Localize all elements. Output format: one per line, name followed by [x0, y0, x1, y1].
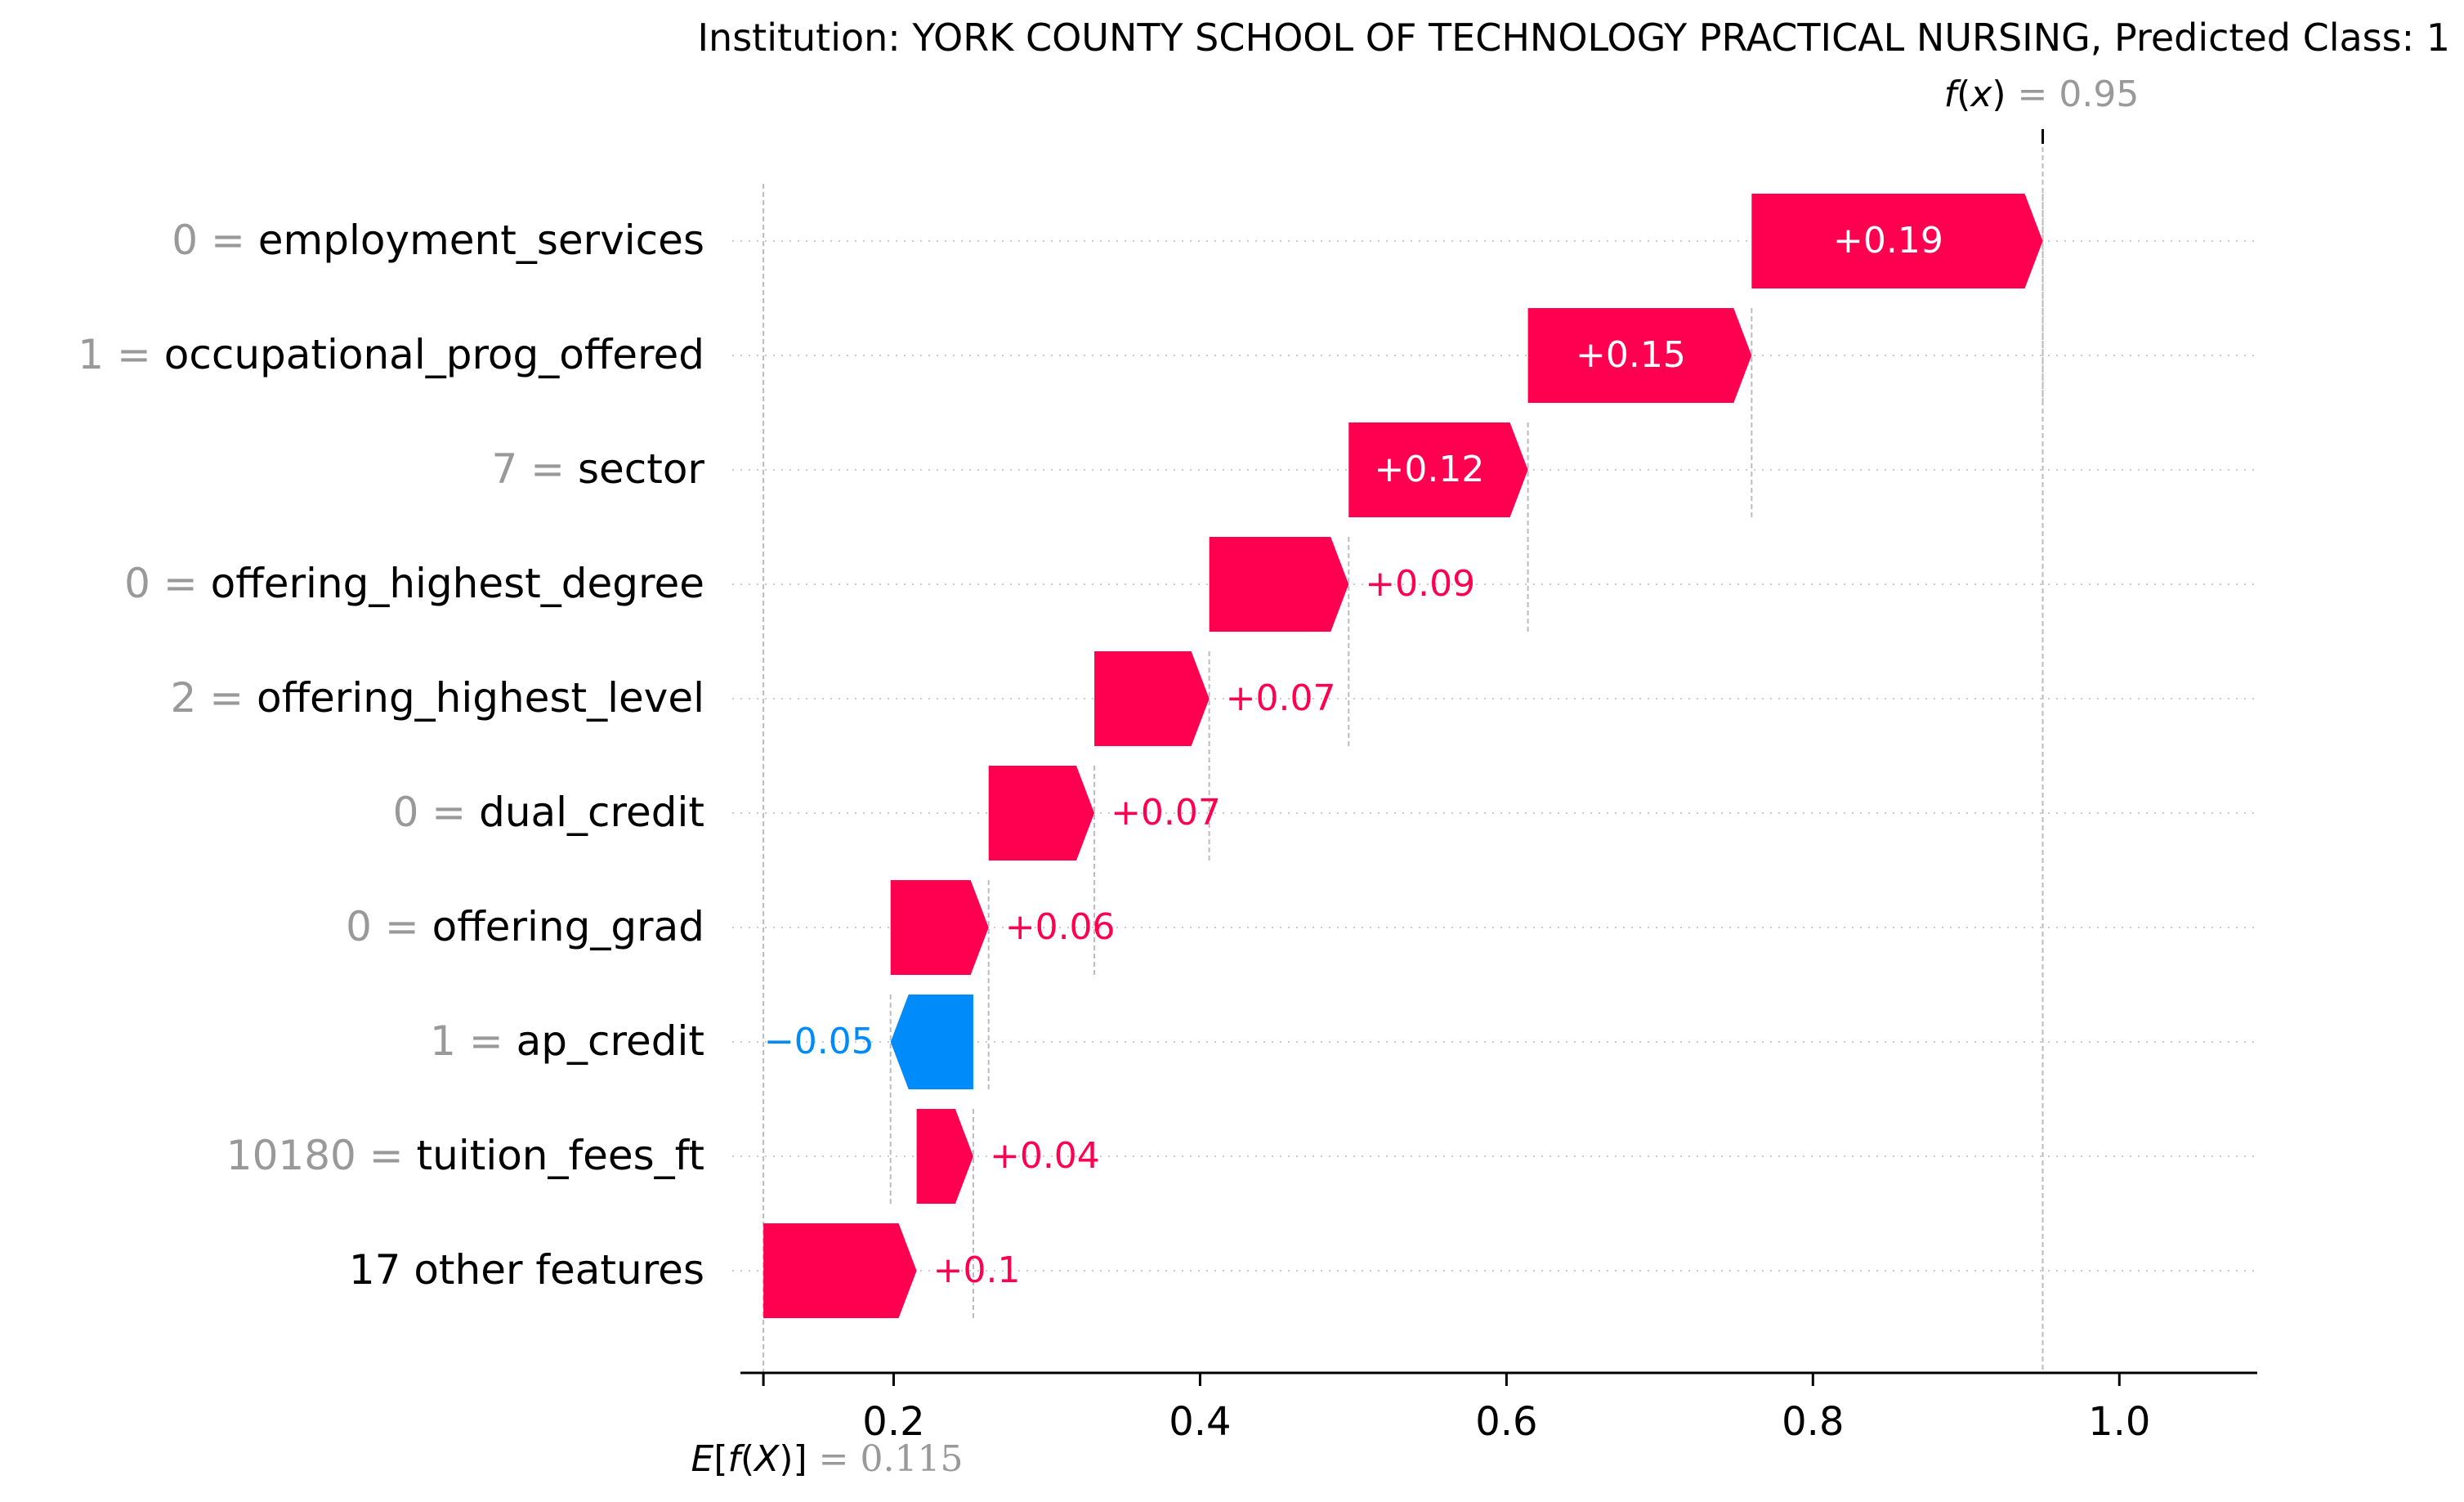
- feature-label: 7 = sector: [491, 445, 704, 493]
- feature-label: 0 = employment_services: [172, 217, 704, 264]
- feature-label: 0 = offering_grad: [346, 903, 704, 950]
- waterfall-bar: [916, 1109, 973, 1204]
- waterfall-bar: [1751, 194, 2043, 288]
- feature-name: tuition_fees_ft: [417, 1132, 704, 1179]
- feature-name: ap_credit: [517, 1017, 704, 1065]
- base-value-label: = 0.115: [819, 1438, 964, 1480]
- bar-value-label: +0.06: [1005, 906, 1116, 948]
- feature-value: 0 =: [346, 903, 432, 950]
- waterfall-bar: [890, 995, 973, 1089]
- feature-name: employment_services: [258, 217, 704, 264]
- output-value-annotation: f(x) = 0.95: [1944, 74, 2140, 115]
- feature-value: 2 =: [171, 674, 257, 722]
- waterfall-bar: [763, 1223, 917, 1318]
- x-tick-label: 0.2: [862, 1399, 924, 1445]
- feature-value: 1 =: [78, 331, 164, 378]
- bar-value-label: −0.05: [764, 1021, 874, 1062]
- bar-value-label: +0.07: [1226, 677, 1336, 719]
- feature-label: 1 = occupational_prog_offered: [78, 331, 704, 378]
- output-value-label: = 0.95: [2018, 74, 2140, 115]
- feature-value: 10180 =: [226, 1132, 417, 1179]
- waterfall-bar: [1348, 422, 1528, 517]
- feature-name: offering_grad: [432, 903, 704, 950]
- waterfall-bar: [1527, 308, 1752, 403]
- feature-value: 0 =: [393, 789, 480, 836]
- feature-label: 17 other features: [349, 1246, 704, 1294]
- feature-name: dual_credit: [479, 789, 704, 836]
- chart-title: Institution: YORK COUNTY SCHOOL OF TECHN…: [697, 16, 2450, 60]
- waterfall-bar: [988, 766, 1095, 861]
- feature-name: offering_highest_level: [257, 674, 704, 722]
- feature-name: offering_highest_degree: [211, 560, 704, 607]
- feature-label: 0 = offering_highest_degree: [124, 560, 704, 607]
- waterfall-bar: [890, 880, 989, 975]
- x-axis: 0.2 0.4 0.6 0.8 1.0: [740, 1371, 2257, 1445]
- y-axis-labels: 0 = employment_services 1 = occupational_…: [78, 217, 704, 1294]
- bar-value-label: +0.07: [1111, 792, 1221, 834]
- feature-label: 2 = offering_highest_level: [171, 674, 705, 722]
- x-tick-label: 0.6: [1475, 1399, 1537, 1445]
- feature-name: occupational_prog_offered: [164, 331, 704, 378]
- waterfall-bar: [1209, 537, 1349, 632]
- feature-value: 0 =: [124, 560, 211, 607]
- feature-label: 0 = dual_credit: [393, 789, 704, 836]
- feature-name: sector: [578, 445, 704, 493]
- feature-value: 7 =: [491, 445, 578, 493]
- bar-value-label: +0.15: [1576, 334, 1686, 376]
- feature-label: 1 = ap_credit: [430, 1017, 704, 1065]
- feature-value: 1 =: [430, 1017, 517, 1065]
- bar-value-label: +0.04: [990, 1135, 1100, 1177]
- feature-value: 0 =: [172, 217, 258, 264]
- base-value-annotation: E[f(X)] = 0.115: [691, 1438, 964, 1480]
- reference-annotations: f(x) = 0.95 E[f(X)] = 0.115: [691, 74, 2140, 1480]
- bars-layer: +0.19 +0.15 +0.12 +0.09 +0.07 +0.07 +0.06 −0.05…: [763, 194, 2043, 1318]
- x-tick-label: 1.0: [2088, 1399, 2150, 1445]
- bar-value-label: +0.1: [933, 1249, 1021, 1291]
- x-tick-label: 0.4: [1169, 1399, 1231, 1445]
- feature-label: 10180 = tuition_fees_ft: [226, 1132, 704, 1179]
- waterfall-bar: [1094, 651, 1210, 746]
- feature-name: 17 other features: [349, 1246, 704, 1294]
- x-tick-label: 0.8: [1782, 1399, 1844, 1445]
- bar-value-label: +0.19: [1833, 220, 1943, 262]
- bar-value-label: +0.09: [1365, 563, 1475, 605]
- bar-value-label: +0.12: [1375, 449, 1485, 490]
